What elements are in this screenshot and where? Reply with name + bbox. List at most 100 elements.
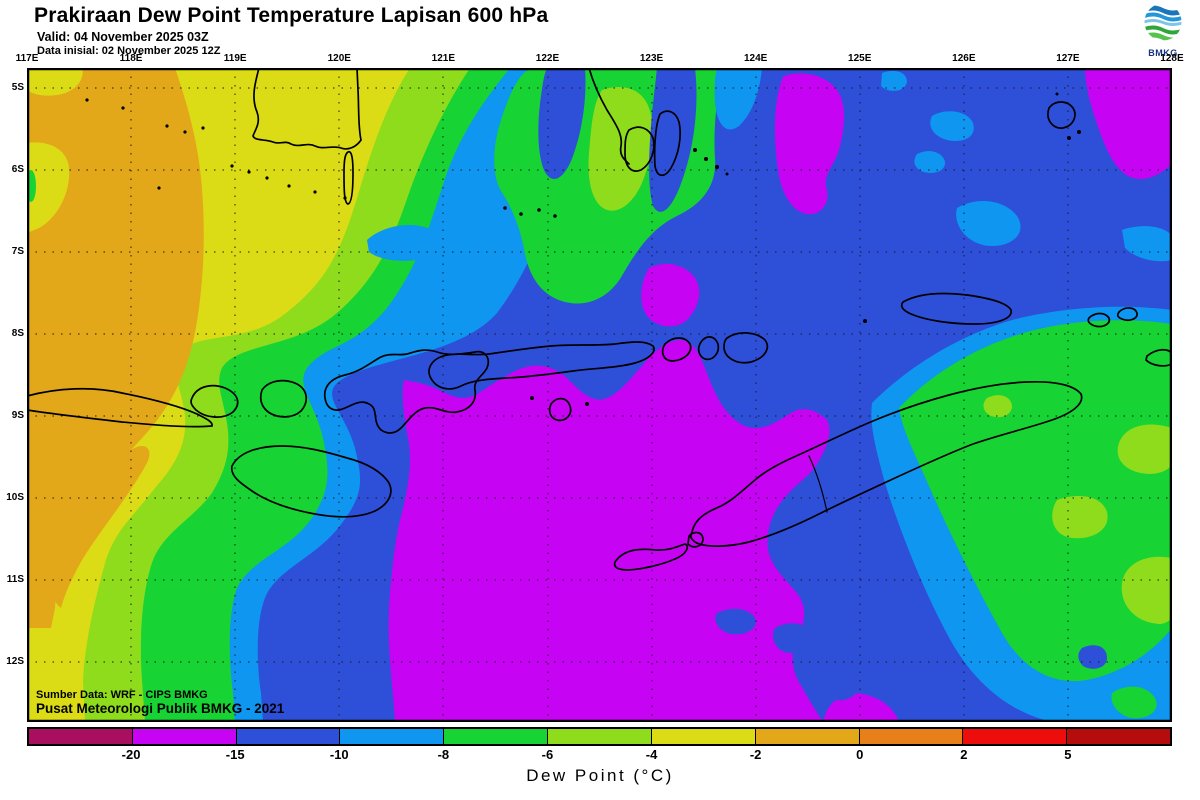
lat-label-12S: 12S bbox=[6, 656, 24, 667]
colorbar-segment-6 bbox=[651, 729, 756, 744]
coastline-flores bbox=[428, 341, 655, 390]
colorbar-segment-9 bbox=[963, 729, 1068, 744]
lon-label-126E: 126E bbox=[952, 53, 976, 64]
colorbar-tick--15: -15 bbox=[225, 747, 245, 762]
lat-label-10S: 10S bbox=[6, 492, 24, 503]
coastline-sumbawa bbox=[323, 349, 490, 434]
coastline-alor bbox=[723, 332, 769, 364]
region-blue-hole-east bbox=[1078, 645, 1107, 669]
lat-label-11S: 11S bbox=[6, 574, 24, 585]
region-blue-notch-1 bbox=[772, 623, 812, 654]
region-yellow-leftedge bbox=[27, 142, 70, 233]
lon-label-121E: 121E bbox=[431, 53, 456, 64]
colorbar bbox=[27, 727, 1172, 746]
lat-label-7S: 7S bbox=[11, 246, 24, 257]
colorbar-segment-7 bbox=[755, 729, 860, 744]
lat-label-9S: 9S bbox=[11, 410, 24, 421]
region-blue-tongue-1 bbox=[538, 68, 586, 179]
coastline-timor bbox=[689, 380, 1083, 547]
region-magenta-top-right bbox=[1085, 68, 1172, 179]
coastline-lombok bbox=[259, 379, 308, 418]
coastline-buton bbox=[653, 110, 681, 177]
lon-label-118E: 118E bbox=[119, 53, 143, 64]
coastline-java bbox=[26, 387, 213, 428]
map-frame bbox=[26, 67, 1173, 723]
region-cyan-ne-4 bbox=[881, 70, 907, 91]
contour-map bbox=[26, 67, 1173, 723]
coastline-leti-1 bbox=[1087, 312, 1111, 328]
coastline-rote bbox=[613, 543, 689, 571]
region-ygreen-east-4 bbox=[983, 395, 1012, 418]
lon-label-128E: 128E bbox=[1160, 53, 1184, 64]
region-blue-notch-3 bbox=[824, 674, 858, 701]
region-yellow-corner bbox=[27, 68, 83, 96]
colorbar-tick--2: -2 bbox=[749, 747, 762, 762]
lon-label-122E: 122E bbox=[535, 53, 560, 64]
colorbar-tick--6: -6 bbox=[541, 747, 554, 762]
coastlines bbox=[26, 67, 1173, 571]
lat-label-5S: 5S bbox=[11, 82, 24, 93]
lat-label-8S: 8S bbox=[11, 328, 24, 339]
coastline-timor-border bbox=[808, 455, 828, 513]
coastline-sumba bbox=[230, 445, 392, 518]
region-blue-notch-2 bbox=[715, 608, 756, 635]
lon-label-117E: 117E bbox=[15, 53, 39, 64]
region-cyan-ne-3 bbox=[956, 201, 1021, 246]
region-ygreen-east-3 bbox=[1121, 556, 1172, 624]
colorbar-segment-1 bbox=[132, 729, 237, 744]
region-cyan-ne-edge bbox=[1122, 226, 1172, 262]
region-gold-streak bbox=[47, 445, 150, 608]
lon-label-124E: 124E bbox=[743, 53, 768, 64]
region-cyan-ne-2 bbox=[914, 151, 946, 173]
bmkg-logo: BMKG bbox=[1136, 2, 1190, 58]
colorbar-tick--8: -8 bbox=[437, 747, 450, 762]
coastline-lembata bbox=[661, 337, 692, 362]
region-green-corner bbox=[1111, 686, 1157, 719]
colorbar-tick--10: -10 bbox=[329, 747, 349, 762]
page-title: Prakiraan Dew Point Temperature Lapisan … bbox=[34, 4, 549, 27]
region-ygreen-east-2 bbox=[1052, 496, 1108, 539]
source-data-line: Sumber Data: WRF - CIPS BMKG bbox=[36, 689, 208, 701]
lon-label-120E: 120E bbox=[327, 53, 351, 64]
coastline-wetar bbox=[900, 292, 1012, 325]
colorbar-segment-5 bbox=[548, 729, 652, 744]
colorbar-tick-2: 2 bbox=[960, 747, 968, 762]
coastline-selayar bbox=[343, 150, 354, 205]
region-magenta-bottom-lobe bbox=[823, 693, 899, 722]
colorbar-segment-2 bbox=[236, 729, 341, 744]
colorbar-tick--20: -20 bbox=[121, 747, 141, 762]
lon-label-127E: 127E bbox=[1056, 53, 1080, 64]
colorbar-segment-3 bbox=[340, 729, 445, 744]
lon-label-125E: 125E bbox=[848, 53, 872, 64]
coastline-muna bbox=[624, 126, 655, 172]
coastline-se-sulawesi bbox=[588, 67, 630, 165]
colorbar-segment-0 bbox=[29, 729, 133, 744]
colorbar-segment-10 bbox=[1067, 729, 1170, 744]
lat-label-6S: 6S bbox=[11, 164, 24, 175]
coastline-semau bbox=[687, 531, 704, 548]
region-ygreen-east-1 bbox=[1117, 424, 1172, 474]
valid-time-label: Valid: 04 November 2025 03Z bbox=[37, 30, 209, 44]
coastline-bali bbox=[190, 384, 239, 418]
lon-label-123E: 123E bbox=[639, 53, 664, 64]
coastline-south-sulawesi bbox=[252, 67, 362, 150]
map-canvas bbox=[26, 67, 1173, 723]
grid-lines bbox=[27, 68, 1172, 722]
init-time-label: Data inisial: 02 November 2025 12Z bbox=[37, 45, 221, 57]
colorbar-segment-8 bbox=[859, 729, 964, 744]
coastline-ne-ring bbox=[1047, 101, 1076, 129]
small-island-dots bbox=[85, 92, 1081, 406]
region-green-east bbox=[899, 320, 1172, 682]
region-magenta-mid-left bbox=[641, 263, 700, 327]
coastline-pantar bbox=[697, 336, 720, 361]
colorbar-title: Dew Point (°C) bbox=[526, 766, 674, 785]
colorbar-segment-4 bbox=[444, 729, 549, 744]
region-cyan-ne-1 bbox=[930, 111, 974, 142]
bmkg-logo-icon bbox=[1143, 2, 1183, 42]
region-cyan-tongue-east bbox=[714, 68, 762, 130]
bmkg-logo-label: BMKG bbox=[1148, 48, 1178, 58]
colorbar-tick--4: -4 bbox=[645, 747, 658, 762]
source-org-line: Pusat Meteorologi Publik BMKG - 2021 bbox=[36, 701, 285, 716]
colorbar-tick-5: 5 bbox=[1064, 747, 1072, 762]
